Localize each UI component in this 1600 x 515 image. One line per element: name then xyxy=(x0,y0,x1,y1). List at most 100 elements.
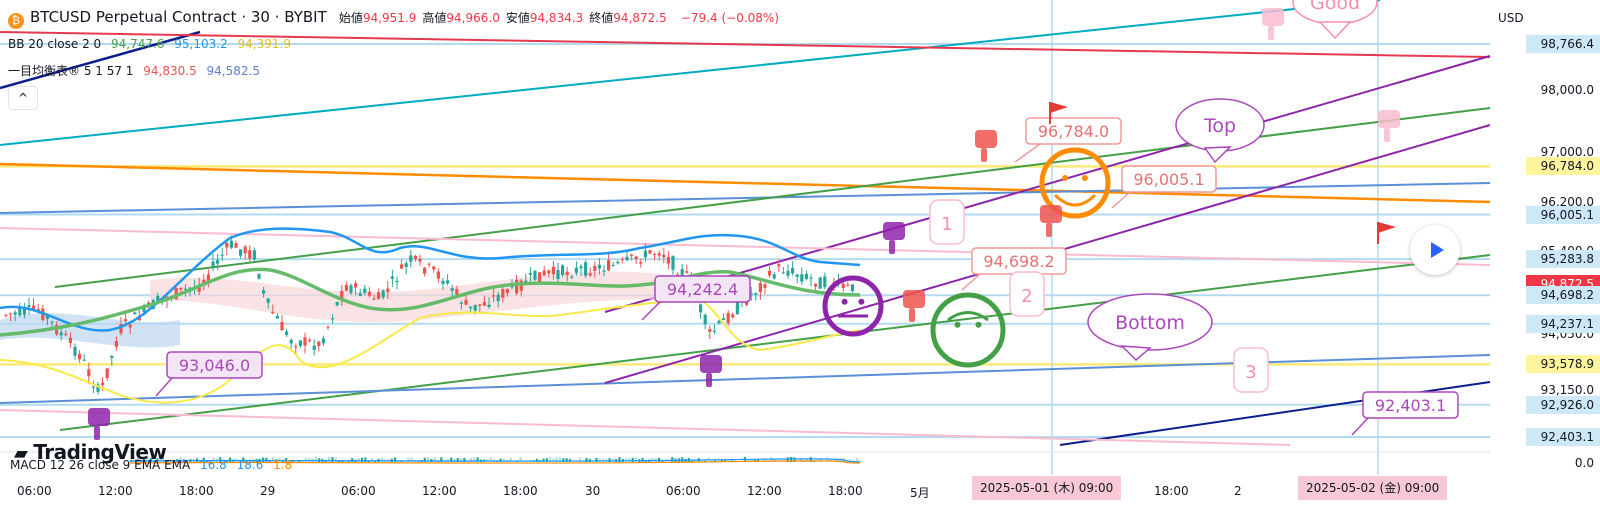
price-tick-0: 98,000.0 xyxy=(1540,83,1594,98)
macd-bar xyxy=(295,460,298,462)
ohlc-label-0: 始値 xyxy=(338,11,363,25)
macd-bar xyxy=(578,457,581,462)
candle-body xyxy=(124,319,128,321)
candle-body xyxy=(570,276,574,278)
play-icon xyxy=(1431,242,1444,258)
candle-body xyxy=(505,289,509,294)
candle-body xyxy=(321,338,325,344)
macd-bar xyxy=(166,460,169,462)
candle-body xyxy=(349,285,353,294)
happy-face-eye-r xyxy=(1081,175,1088,182)
time-tick-10: 18:00 xyxy=(828,484,863,498)
candle-body xyxy=(639,261,643,264)
callout-94698-pointer xyxy=(961,273,981,291)
macd-bar xyxy=(773,458,776,462)
bitcoin-icon: ₿ xyxy=(8,13,24,29)
candle-body xyxy=(206,274,210,281)
macd-bar xyxy=(631,457,634,462)
pointing-hand-icon-finger xyxy=(94,426,100,440)
callout-94242-pointer xyxy=(641,301,661,321)
macd-bar xyxy=(153,460,156,462)
candle-body xyxy=(561,265,565,276)
callout-96784: 96,784.0 xyxy=(1038,122,1109,141)
macd-bar xyxy=(301,460,304,462)
trend-line-0 xyxy=(0,30,201,90)
macd-bar xyxy=(423,457,426,462)
macd-bar xyxy=(364,457,367,462)
callout-93046: 93,046.0 xyxy=(179,356,250,375)
ichimoku-legend[interactable]: 一目均衡表® 5 1 57 1 94,830.5 94,582.5 xyxy=(8,62,260,79)
candle-body xyxy=(804,273,808,279)
candle-body xyxy=(220,254,224,256)
price-level-9: 92,403.1 xyxy=(1526,428,1600,446)
price-tick-1: 97,000.0 xyxy=(1540,145,1594,160)
macd-bar xyxy=(288,460,291,462)
pointing-hand-icon-finger xyxy=(1268,26,1274,40)
symbol-title: BTCUSD Perpetual Contract · 30 · BYBIT xyxy=(30,8,327,26)
macd-bar xyxy=(549,457,552,462)
candle-body xyxy=(395,280,399,283)
candle-body xyxy=(643,250,647,258)
trend-line-2 xyxy=(0,31,1491,58)
callout-92403: 92,403.1 xyxy=(1375,396,1446,415)
macd-legend[interactable]: MACD 12 26 close 9 EMA EMA 16.8 18.6 1.8 xyxy=(10,458,292,472)
macd-bar xyxy=(502,458,506,462)
macd-bar xyxy=(559,457,562,462)
macd-bar xyxy=(159,457,162,462)
candle-body xyxy=(229,240,233,248)
time-crosshair-1: 2025-05-02 (金) 09:00 xyxy=(1298,476,1448,500)
currency-label[interactable]: USD xyxy=(1498,11,1524,25)
price-level-6: 94,237.1 xyxy=(1526,314,1600,333)
ohlc-value-0: 94,951.9 xyxy=(362,11,417,25)
macd-bar xyxy=(380,457,383,462)
candle-body xyxy=(450,288,454,291)
bubble-good-tail xyxy=(1318,21,1352,40)
macd-bar xyxy=(786,457,789,462)
candle-body xyxy=(616,261,620,264)
bubble-top: Top xyxy=(1203,115,1236,137)
neutral-face-eye-r xyxy=(858,298,865,305)
candle-body xyxy=(846,284,850,286)
macd-bar xyxy=(628,457,631,462)
candle-body xyxy=(823,276,827,288)
candle-body xyxy=(712,330,716,332)
candle-body xyxy=(377,292,381,300)
bb-basis xyxy=(0,267,861,337)
candle-body xyxy=(331,318,335,320)
candle-body xyxy=(432,266,436,270)
candle-body xyxy=(699,304,703,313)
pointing-hand-icon-icon xyxy=(700,355,722,373)
happy-face-mouth xyxy=(1053,193,1097,207)
macd-bar xyxy=(565,458,568,462)
macd-bar xyxy=(618,457,621,462)
macd-bar xyxy=(667,460,671,462)
go-to-realtime-button[interactable] xyxy=(1410,225,1460,275)
price-level-5: 94,698.2 xyxy=(1526,286,1600,305)
candle-body xyxy=(4,314,8,316)
candle-body xyxy=(363,288,367,293)
callout-96005: 96,005.1 xyxy=(1133,170,1204,189)
macd-bar xyxy=(156,458,159,462)
collapse-legend-button[interactable]: ^ xyxy=(8,86,38,110)
callout-92403-box xyxy=(1362,391,1459,419)
trend-line-12 xyxy=(0,409,1291,446)
trend-line-1 xyxy=(0,0,1381,146)
candle-body xyxy=(239,249,243,256)
macd-bar xyxy=(489,457,492,462)
candle-body xyxy=(551,266,555,275)
macd-bar xyxy=(856,458,859,462)
candle-body xyxy=(800,274,804,282)
candle-body xyxy=(18,306,22,316)
candle-body xyxy=(653,253,657,255)
candle-body xyxy=(772,274,776,279)
candle-body xyxy=(64,333,68,336)
candle-body xyxy=(478,304,482,306)
time-tick-4: 06:00 xyxy=(341,484,376,498)
time-tick-13: 2 xyxy=(1234,484,1242,498)
macd-bar xyxy=(262,457,265,462)
macd-bar xyxy=(407,457,410,462)
bb-legend[interactable]: BB 20 close 2 0 94,747.6 95,103.2 94,391… xyxy=(8,37,291,51)
candle-body xyxy=(487,304,491,308)
grumpy-face-eye-l xyxy=(954,321,961,328)
